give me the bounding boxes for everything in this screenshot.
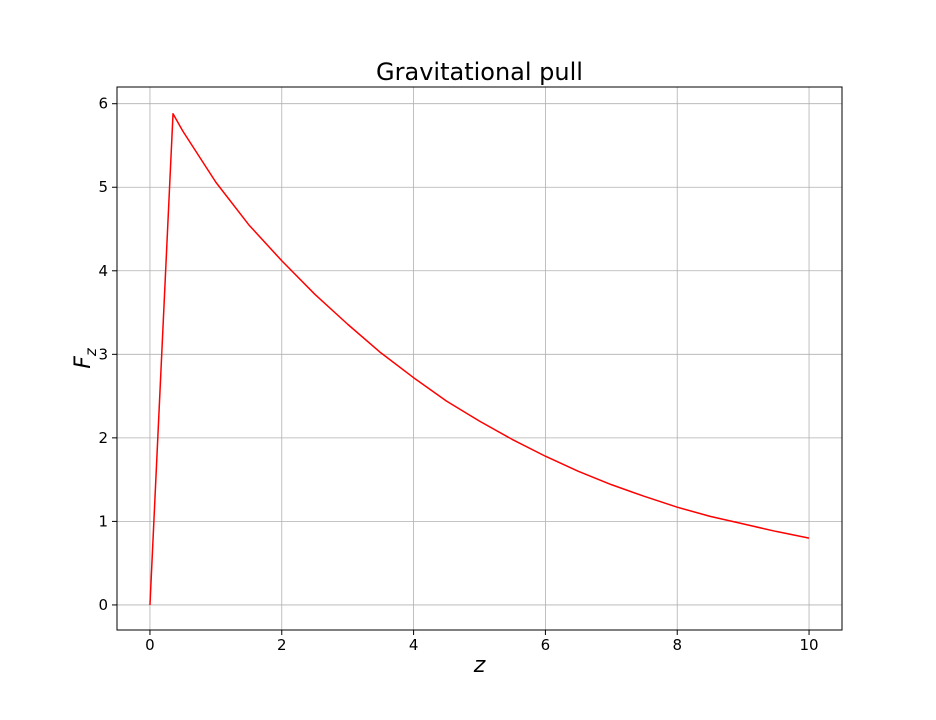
x-axis-label: z [473,653,486,678]
grid [117,87,842,630]
y-axis-label: Fz [71,347,100,369]
y-tick-label: 1 [98,512,108,530]
series-line [149,112,810,605]
y-axis-label-base: F [71,356,96,369]
y-axis-label-subscript: z [82,347,100,357]
x-tick-label: 10 [799,636,818,654]
y-tick-label: 5 [98,178,108,196]
y-tick-label: 2 [98,429,108,447]
x-tick-label: 4 [409,636,419,654]
plot-frame [116,86,843,631]
ticks: 0 2 4 6 8 10 0 1 2 3 4 5 6 [98,95,818,654]
series-layer [149,112,810,605]
y-tick-label: 4 [98,262,108,280]
y-tick-label: 0 [98,596,108,614]
x-tick-label: 2 [277,636,287,654]
y-tick-label: 3 [98,345,108,363]
y-tick-label: 6 [98,95,108,113]
x-tick-label: 6 [541,636,551,654]
chart-title: Gravitational pull [376,58,583,86]
x-tick-label: 0 [145,636,155,654]
x-tick-label: 8 [672,636,682,654]
